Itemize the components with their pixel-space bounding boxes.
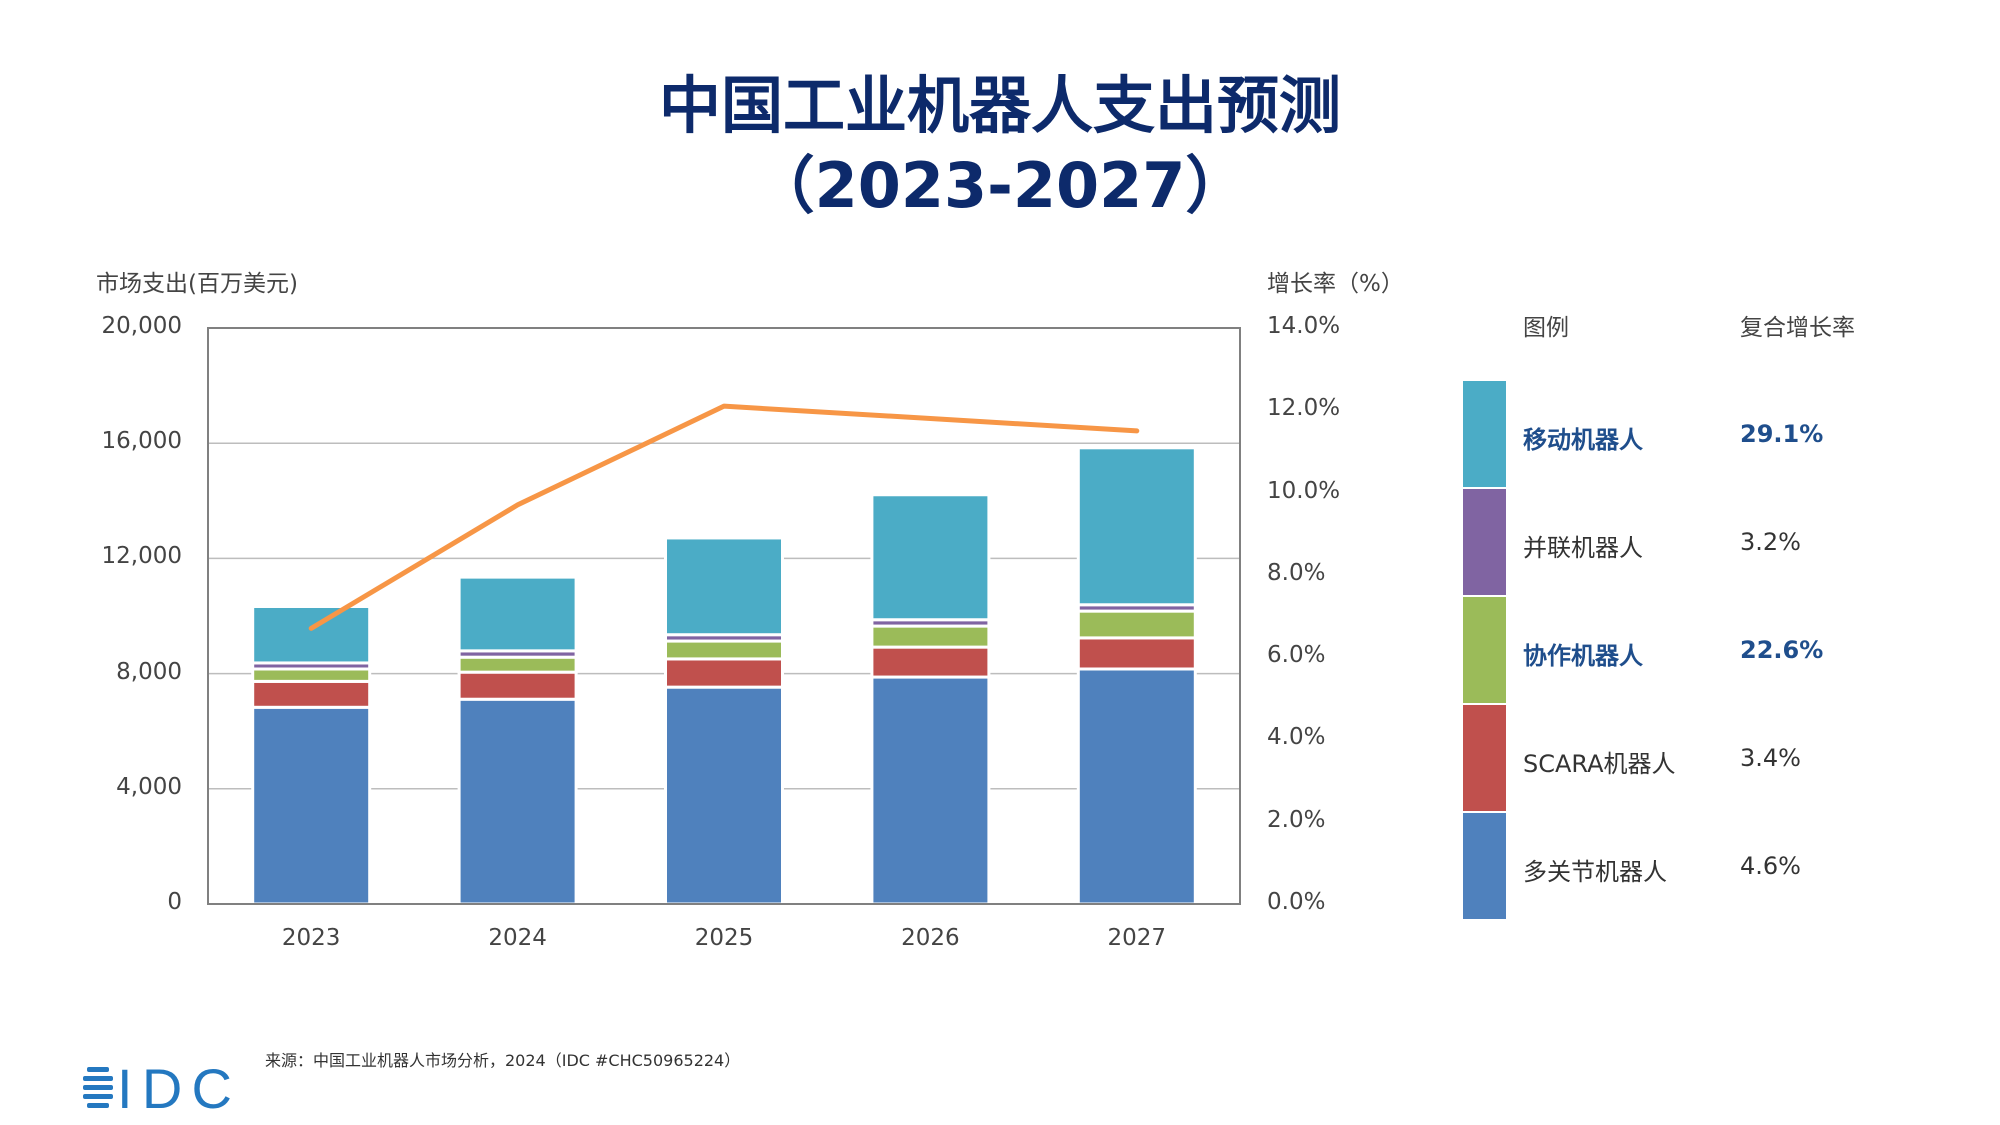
bar-segment — [1076, 636, 1197, 671]
legend-label: SCARA机器人 — [1523, 750, 1676, 778]
bar-segment — [870, 493, 991, 622]
legend-swatch — [1463, 705, 1506, 811]
legend-label: 移动机器人 — [1523, 426, 1643, 454]
cagr-header: 复合增长率 — [1740, 315, 1855, 341]
y-tick-label: 0 — [167, 889, 182, 915]
bar-segment — [870, 645, 991, 679]
bar-segment — [251, 604, 372, 665]
bar-segment — [664, 657, 784, 689]
legend-header: 图例 — [1523, 315, 1569, 341]
svg-text:IDC: IDC — [117, 1062, 232, 1112]
bar-segment — [251, 667, 372, 683]
x-tick-label: 2023 — [281, 925, 341, 951]
legend-cagr-value: 4.6% — [1740, 852, 1801, 880]
bar-segment — [251, 705, 372, 906]
bar-segment — [664, 536, 784, 637]
y2-tick-label: 4.0% — [1267, 724, 1326, 751]
y2-tick-label: 6.0% — [1267, 642, 1326, 669]
legend-swatch — [1463, 813, 1506, 919]
x-tick-label: 2025 — [694, 925, 754, 951]
y2-tick-label: 14.0% — [1267, 313, 1341, 339]
y-axis-label: 市场支出(百万美元) — [96, 271, 298, 297]
y2-tick-label: 8.0% — [1267, 559, 1326, 586]
legend-label: 多关节机器人 — [1523, 858, 1667, 886]
legend-label: 并联机器人 — [1523, 534, 1643, 562]
x-tick-label: 2026 — [901, 925, 960, 951]
legend-label: 协作机器人 — [1523, 642, 1643, 670]
legend-swatch — [1463, 381, 1506, 487]
legend-swatch — [1463, 597, 1506, 703]
legend-cagr-value: 3.2% — [1740, 528, 1801, 556]
legend-cagr-value: 3.4% — [1740, 744, 1801, 772]
y-tick-label: 8,000 — [116, 658, 182, 685]
y-tick-label: 16,000 — [101, 428, 182, 455]
y2-tick-label: 0.0% — [1267, 889, 1326, 915]
bar-segment — [1076, 609, 1197, 640]
plot-frame — [207, 327, 1241, 905]
legend-cagr-value: 29.1% — [1740, 420, 1824, 448]
bar-segment — [457, 655, 578, 674]
chart-subtitle: （2023-2027） — [752, 149, 1248, 222]
x-tick-label: 2024 — [488, 925, 547, 951]
bar-segment — [870, 675, 991, 906]
bar-segment — [1076, 446, 1197, 607]
bar-segment — [457, 697, 578, 906]
x-tick-label: 2027 — [1107, 925, 1167, 951]
y-tick-label: 20,000 — [101, 313, 182, 339]
y-tick-label: 4,000 — [116, 773, 182, 800]
y2-tick-label: 2.0% — [1267, 806, 1326, 833]
bar-segment — [664, 639, 784, 661]
bar-segment — [870, 624, 991, 649]
idc-logo: IDC — [83, 1062, 243, 1112]
bar-segment — [457, 670, 578, 701]
bar-segment — [251, 679, 372, 709]
source-note: 来源：中国工业机器人市场分析，2024（IDC #CHC50965224） — [265, 1051, 741, 1070]
y2-axis-label: 增长率（%） — [1267, 271, 1404, 297]
legend-swatch — [1463, 489, 1506, 595]
bar-segment — [1076, 667, 1197, 906]
y2-tick-label: 10.0% — [1267, 477, 1341, 504]
bar-segment — [664, 685, 784, 906]
y2-tick-label: 12.0% — [1267, 395, 1341, 422]
legend-cagr-value: 22.6% — [1740, 636, 1824, 664]
chart-title: 中国工业机器人支出预测 — [658, 69, 1341, 142]
bar-segment — [457, 575, 578, 653]
y-tick-label: 12,000 — [101, 543, 182, 570]
